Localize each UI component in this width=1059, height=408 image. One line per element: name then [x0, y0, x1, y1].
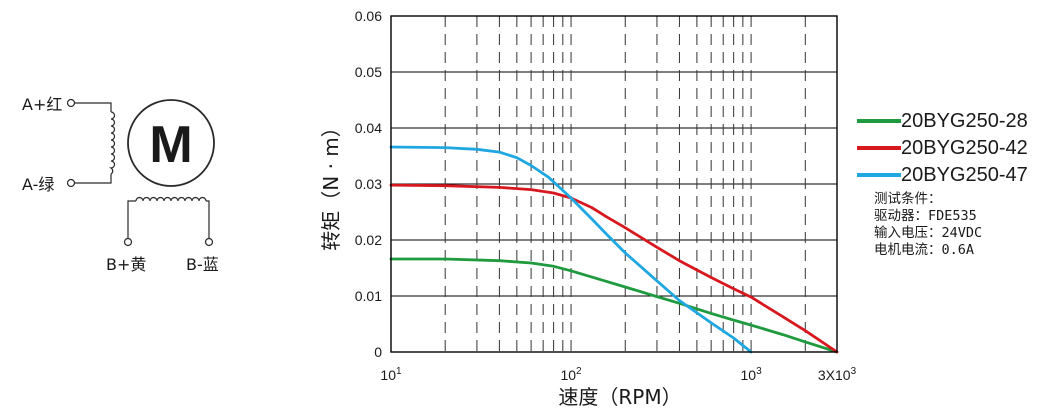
y-tick-label: 0.04 — [355, 120, 382, 136]
x-tick-label: 103 — [741, 366, 763, 383]
series-line — [389, 183, 839, 354]
terminal-b-minus-label: B-蓝 — [186, 255, 219, 274]
series-line — [389, 145, 753, 354]
motor-symbol: M — [127, 99, 215, 187]
test-condition-driver: 驱动器：FDE535 — [874, 208, 977, 224]
series-line — [389, 257, 839, 354]
x-tick-label: 101 — [380, 366, 402, 383]
coil-a — [66, 98, 116, 188]
y-tick-label: 0.01 — [355, 288, 382, 304]
terminal-a-minus-label: A-绿 — [22, 175, 54, 194]
legend-swatch — [857, 119, 901, 123]
legend-swatch — [857, 146, 901, 150]
terminal-b-plus-label: B+黄 — [106, 255, 146, 274]
y-tick-label: 0.06 — [355, 8, 382, 24]
torque-speed-chart: 0 0.01 0.02 0.03 0.04 0.05 0.06 101 102 103 3X103… — [319, 8, 857, 408]
legend-label: 20BYG250-42 — [901, 137, 1028, 159]
y-tick-label: 0.05 — [355, 64, 382, 80]
wiring-diagram: A+红 A-绿 M B+黄 B-蓝 — [22, 95, 219, 274]
terminal-a-plus-label: A+红 — [22, 95, 62, 114]
motor-label: M — [149, 116, 192, 174]
legend-swatch — [857, 173, 901, 177]
x-tick-label: 3X103 — [818, 366, 857, 383]
plot-frame — [390, 15, 838, 353]
y-tick-label: 0.02 — [355, 232, 382, 248]
y-tick-label: 0.03 — [355, 176, 382, 192]
x-axis-label: 速度（RPM） — [558, 385, 681, 408]
test-conditions-title: 测试条件： — [874, 191, 942, 207]
y-tick-labels: 0 0.01 0.02 0.03 0.04 0.05 0.06 — [355, 8, 382, 360]
coil-b — [123, 196, 214, 247]
x-tick-label: 102 — [560, 366, 582, 383]
plot-series — [389, 145, 839, 354]
grid — [391, 16, 837, 352]
legend-label: 20BYG250-28 — [901, 110, 1028, 132]
test-conditions: 测试条件： 驱动器：FDE535 输入电压：24VDC 电机电流：0.6A — [874, 191, 982, 259]
legend-label: 20BYG250-47 — [901, 164, 1028, 186]
test-condition-current: 电机电流：0.6A — [874, 242, 975, 258]
y-tick-label: 0 — [374, 344, 382, 360]
x-tick-labels: 101 102 103 3X103 — [380, 366, 856, 383]
y-axis-label: 转矩（N · m） — [319, 117, 343, 251]
test-condition-voltage: 输入电压：24VDC — [874, 225, 983, 241]
